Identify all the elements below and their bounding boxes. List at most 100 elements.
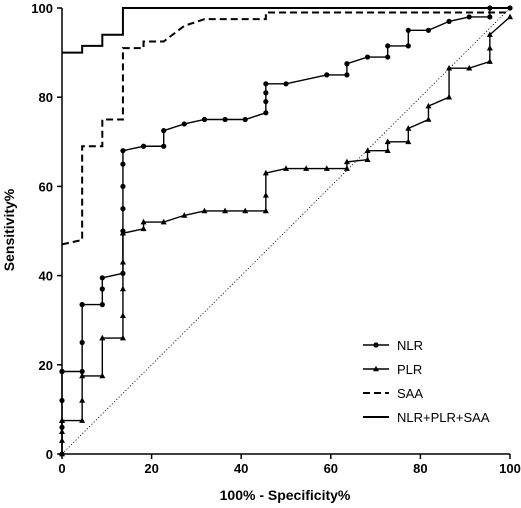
data-point-0-38 [425,27,432,33]
data-point-1-4 [59,417,65,423]
data-point-0-39 [446,18,452,24]
y-tick-label-2: 40 [39,269,53,284]
data-point-1-9 [99,334,106,341]
data-point-1-20 [181,212,188,218]
data-point-1-33 [364,147,371,154]
legend-item-1: PLR [363,362,422,377]
data-point-1-27 [283,165,289,171]
series-line-3 [62,7,510,54]
data-point-0-18 [140,143,147,149]
data-point-0-17 [120,148,126,154]
data-point-1-12 [119,285,126,292]
data-point-0-16 [120,161,126,167]
data-point-1-28 [303,165,310,171]
legend-label-0: NLR [397,338,423,353]
data-point-0-29 [283,81,289,87]
series-saa [61,11,510,246]
data-point-1-1 [59,437,65,443]
data-point-0-41 [487,14,493,20]
data-point-1-18 [140,218,147,225]
x-tick-label-5: 100 [499,461,521,476]
data-point-0-33 [364,54,371,60]
y-tick-label-4: 80 [39,90,53,105]
data-point-0-35 [385,43,391,49]
data-point-0-2 [59,397,65,404]
data-point-0-23 [222,116,228,123]
data-point-1-44 [486,44,493,51]
data-point-1-29 [323,165,330,171]
data-point-1-11 [119,312,126,319]
legend: NLR PLR SAA NLR+PLR+SAA [363,338,490,425]
x-tick-label-0: 0 [58,461,65,476]
data-point-1-35 [384,138,391,145]
y-tick-label-0: 0 [46,447,53,462]
data-point-1-39 [425,102,432,109]
data-point-1-34 [384,147,391,154]
data-point-0-34 [385,54,391,60]
data-point-0-20 [161,128,167,134]
data-point-1-42 [466,64,473,71]
legend-item-2: SAA [363,386,423,401]
data-point-1-10 [119,334,126,341]
x-tick-label-4: 80 [413,461,427,476]
data-point-0-26 [263,99,269,105]
data-point-1-7 [79,372,86,379]
data-point-1-36 [405,138,412,145]
data-point-1-32 [364,156,371,162]
data-point-0-14 [120,206,126,212]
series-line-2 [61,11,510,246]
data-point-1-30 [343,165,350,171]
data-point-1-25 [262,192,269,198]
legend-label-2: SAA [397,386,423,401]
data-point-0-37 [405,27,411,33]
series-plr [59,13,513,457]
data-point-1-43 [486,58,493,64]
data-point-0-28 [263,81,269,87]
data-point-1-41 [446,64,453,71]
legend-label-1: PLR [397,362,422,377]
data-point-0-4 [59,368,65,375]
data-point-0-36 [405,43,411,49]
data-point-0-15 [120,183,126,189]
data-point-1-2 [59,428,65,434]
legend-label-3: NLR+PLR+SAA [397,410,490,425]
data-point-1-13 [119,258,126,265]
x-tick-label-3: 60 [324,461,338,476]
y-tick-label-1: 20 [39,358,53,373]
x-tick-label-1: 20 [144,461,158,476]
reference-line [61,7,511,455]
data-point-1-45 [486,31,493,38]
data-point-0-11 [99,275,105,281]
data-point-1-38 [425,116,432,122]
legend-marker-0 [373,342,379,348]
data-point-1-6 [79,397,86,403]
data-point-1-46 [507,13,513,20]
data-point-1-17 [140,225,147,232]
data-point-0-40 [466,14,472,20]
data-point-1-16 [119,229,126,236]
data-point-1-19 [160,218,167,225]
data-point-0-19 [161,143,167,149]
y-axis-title: Sensitivity% [1,188,17,271]
legend-item-0: NLR [363,338,423,353]
data-point-0-24 [242,116,248,123]
data-point-1-31 [343,158,350,165]
data-point-0-21 [181,121,187,127]
x-tick-label-2: 40 [234,461,248,476]
data-point-0-6 [79,339,85,346]
data-point-1-24 [262,207,269,214]
plot-area: 0 20 40 60 80 100 0 20 40 60 80 100 [31,1,521,476]
data-point-0-22 [201,116,208,123]
data-point-0-9 [99,301,105,308]
data-point-1-21 [201,207,208,214]
data-point-1-37 [405,125,412,131]
data-point-0-8 [79,301,85,308]
data-point-0-10 [99,286,105,292]
data-point-1-5 [79,417,86,423]
legend-marker-1 [373,365,379,372]
y-tick-label-3: 60 [39,179,53,194]
data-point-0-27 [263,90,269,96]
legend-item-3: NLR+PLR+SAA [363,410,490,425]
data-point-1-8 [99,372,106,379]
data-point-1-22 [222,207,229,214]
